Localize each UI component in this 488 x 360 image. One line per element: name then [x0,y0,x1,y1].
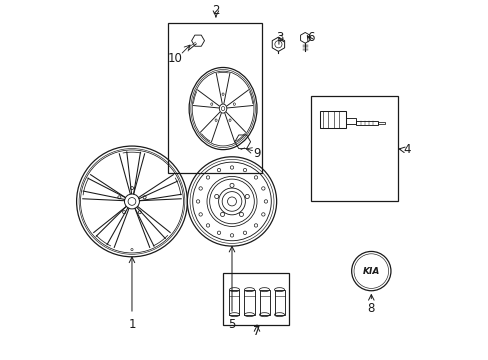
Text: 2: 2 [212,4,219,17]
Text: 1: 1 [128,318,136,331]
Text: 3: 3 [276,31,284,44]
Text: 8: 8 [367,302,374,315]
Text: 5: 5 [228,318,235,331]
Bar [259,290,269,315]
Bar [244,290,254,315]
Bar [356,121,377,125]
Bar [167,23,262,173]
Text: 4: 4 [403,143,410,156]
Bar [346,118,356,124]
Bar [274,290,284,315]
Text: 6: 6 [306,31,314,44]
Text: KIA: KIA [362,267,379,276]
Bar [310,96,397,202]
Text: 7: 7 [253,325,260,338]
Text: 9: 9 [253,147,260,160]
Bar [229,290,239,315]
Bar [223,273,288,325]
Bar [377,122,384,124]
Text: 10: 10 [167,52,182,65]
